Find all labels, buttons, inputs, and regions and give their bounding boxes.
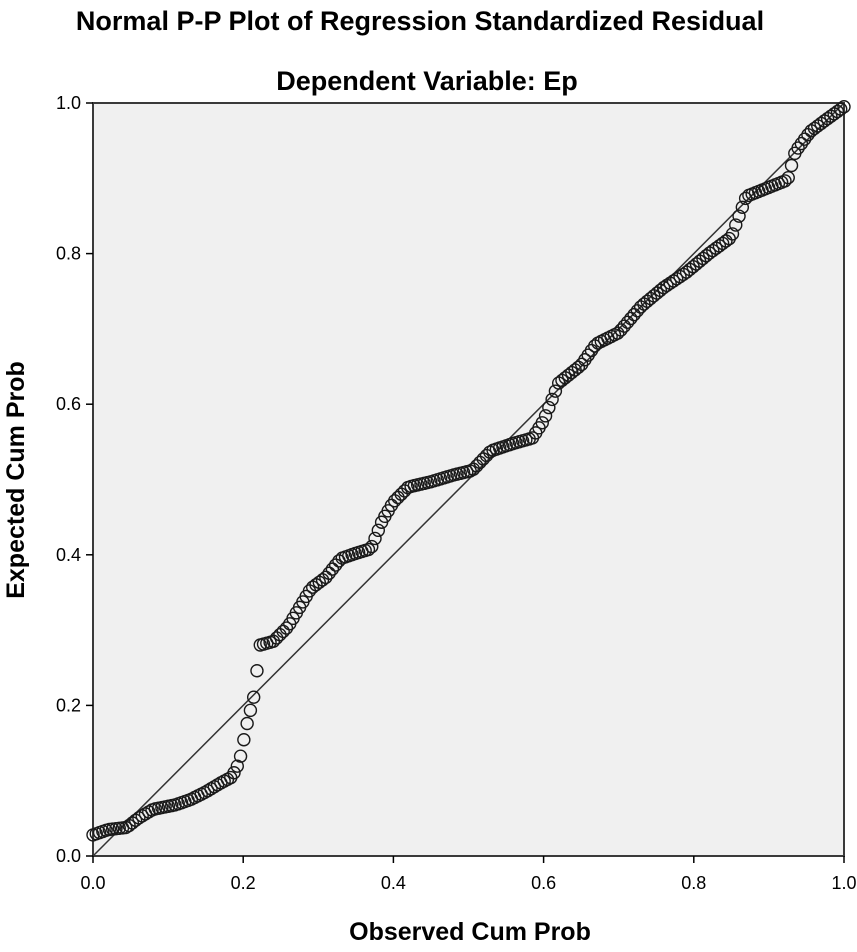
data-point xyxy=(588,339,602,353)
data-point xyxy=(535,416,549,430)
data-point xyxy=(673,269,687,284)
x-tick-label: 0.8 xyxy=(681,873,706,893)
data-point xyxy=(243,703,258,718)
data-point xyxy=(204,782,218,796)
data-point xyxy=(246,690,261,704)
data-point xyxy=(197,785,212,800)
data-point xyxy=(660,278,674,293)
data-point xyxy=(794,136,809,151)
y-tick-label: 0.2 xyxy=(56,695,81,715)
data-point xyxy=(325,562,340,576)
data-point xyxy=(791,141,805,155)
x-tick-label: 0.4 xyxy=(381,873,406,893)
x-axis-label: Observed Cum Prob xyxy=(349,918,591,946)
data-point xyxy=(725,227,740,241)
data-point xyxy=(542,400,556,415)
data-point xyxy=(279,621,294,635)
data-point xyxy=(797,132,812,146)
data-point xyxy=(545,392,559,407)
data-point xyxy=(778,174,792,188)
data-point xyxy=(119,820,133,835)
data-point xyxy=(663,276,677,290)
data-point xyxy=(837,100,851,114)
data-point xyxy=(656,280,671,295)
y-tick-label: 0.6 xyxy=(56,394,81,414)
data-point xyxy=(276,624,290,639)
data-point xyxy=(627,307,641,322)
data-point xyxy=(729,218,743,232)
data-point xyxy=(240,716,254,731)
chart-title: Normal P-P Plot of Regression Standardiz… xyxy=(76,6,764,36)
axes: 0.0 0.2 0.4 0.6 0.8 1.0 0.0 0.2 0.4 0.6 0.8 1.0 xyxy=(56,93,857,893)
data-point xyxy=(250,664,264,678)
y-tick-label: 1.0 xyxy=(56,93,81,113)
x-tick-label: 0.2 xyxy=(231,873,256,893)
data-point xyxy=(371,523,386,538)
data-points xyxy=(86,100,851,857)
data-point xyxy=(135,809,149,823)
data-point xyxy=(784,158,799,173)
data-point xyxy=(614,323,628,337)
data-point xyxy=(233,749,248,763)
data-point xyxy=(738,191,753,206)
y-axis-label: Expected Cum Prob xyxy=(2,361,30,599)
data-point xyxy=(368,531,382,546)
x-tick-label: 1.0 xyxy=(831,873,856,893)
y-tick-label: 0.8 xyxy=(56,244,81,264)
data-point xyxy=(620,315,635,330)
data-point xyxy=(322,566,336,580)
data-point xyxy=(201,784,215,798)
data-point xyxy=(735,200,750,214)
data-point xyxy=(781,170,795,185)
data-point xyxy=(128,813,143,827)
data-point xyxy=(361,542,376,557)
data-point xyxy=(571,360,586,374)
y-tick-label: 0.4 xyxy=(56,545,81,565)
data-point xyxy=(132,811,146,825)
data-point xyxy=(227,766,241,780)
chart-subtitle: Dependent Variable: Ep xyxy=(276,66,578,96)
data-point xyxy=(237,733,251,747)
data-point xyxy=(207,780,222,794)
data-point xyxy=(319,570,333,585)
data-point xyxy=(666,274,681,288)
data-point xyxy=(834,102,848,116)
data-point xyxy=(624,311,638,326)
data-point xyxy=(538,409,553,423)
data-point xyxy=(732,209,746,223)
x-tick-label: 0.6 xyxy=(531,873,556,893)
reference-line xyxy=(92,102,845,857)
data-point xyxy=(230,759,245,773)
data-point xyxy=(617,319,631,333)
y-tick-label: 0.0 xyxy=(56,846,81,866)
x-tick-label: 0.0 xyxy=(80,873,105,893)
data-point xyxy=(365,539,379,554)
data-point xyxy=(548,384,563,398)
data-point xyxy=(670,272,684,286)
